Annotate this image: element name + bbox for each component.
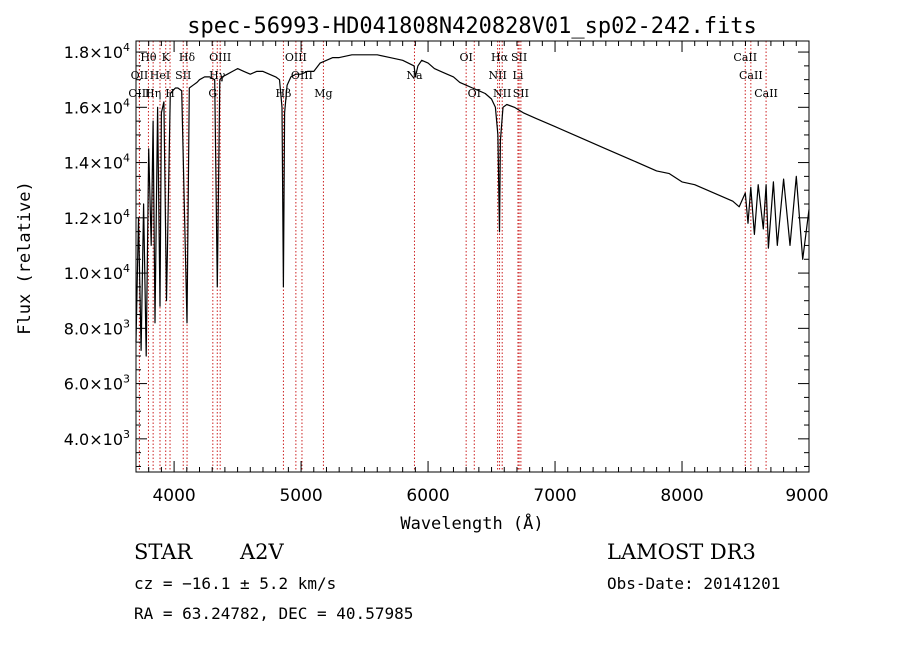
- line-label-4: HeI: [150, 69, 170, 82]
- y-tick-exponent: 4: [123, 262, 130, 275]
- line-label-24: SII: [513, 87, 529, 100]
- line-label-9: OIII: [209, 51, 231, 64]
- obs-date-text: Obs-Date: 20141201: [607, 574, 780, 593]
- y-tick-exponent: 4: [123, 41, 130, 54]
- line-label-14: OIII: [291, 69, 313, 82]
- x-tick-label: 5000: [279, 486, 322, 506]
- line-label-20: SII: [511, 51, 527, 64]
- y-tick-label: 8.0×103: [64, 317, 130, 338]
- line-label-10: Hγ: [209, 69, 226, 82]
- line-label-17: OI: [459, 51, 472, 64]
- y-tick-exponent: 3: [123, 317, 130, 330]
- y-tick-mantissa: 8.0×10: [64, 319, 123, 338]
- line-label-3: K: [162, 51, 171, 64]
- spectrum-line: [135, 54, 810, 357]
- line-label-19: Hα: [491, 51, 509, 64]
- line-label-27: CaII: [754, 87, 778, 100]
- y-tick-exponent: 3: [123, 428, 130, 441]
- x-tick-label: 8000: [660, 486, 703, 506]
- x-axis-label: Wavelength (Å): [400, 512, 543, 534]
- x-tick-label: 4000: [152, 486, 195, 506]
- y-tick-mantissa: 4.0×10: [64, 430, 123, 449]
- coordinates-text: RA = 63.24782, DEC = 40.57985: [134, 604, 413, 623]
- line-label-22: Li: [513, 69, 524, 82]
- y-tick-mantissa: 1.4×10: [64, 154, 123, 173]
- redshift-text: cz = −16.1 ± 5.2 km/s: [134, 574, 336, 593]
- object-type: STAR: [134, 540, 193, 564]
- line-label-15: Mg: [314, 87, 332, 100]
- line-label-1: OII: [131, 69, 149, 82]
- line-label-25: CaII: [733, 51, 757, 64]
- x-tick-label: 7000: [533, 486, 576, 506]
- spectral-line-markers: [138, 41, 767, 472]
- y-tick-label: 1.6×104: [64, 96, 130, 117]
- y-tick-label: 4.0×103: [64, 428, 130, 449]
- line-label-26: CaII: [739, 69, 763, 82]
- y-tick-exponent: 4: [123, 96, 130, 109]
- y-tick-exponent: 4: [123, 207, 130, 220]
- spectral-class: A2V: [239, 540, 285, 564]
- line-label-0: Hθ: [140, 51, 157, 64]
- plot-frame: [135, 40, 810, 473]
- line-label-6: Hδ: [179, 51, 196, 64]
- y-axis-label: Flux (relative): [15, 181, 35, 335]
- y-tick-label: 1.8×104: [64, 41, 130, 62]
- line-label-5: Hη: [145, 87, 161, 100]
- y-tick-label: 1.4×104: [64, 152, 130, 173]
- y-tick-label: 6.0×103: [64, 373, 130, 394]
- line-label-11: G: [208, 87, 217, 100]
- y-tick-label: 1.0×104: [64, 262, 130, 283]
- plot-axes: 4000 5000 6000 7000 8000 90004.0×1036.0×1038.…: [64, 40, 829, 506]
- line-label-7: SII: [175, 69, 191, 82]
- y-tick-mantissa: 1.8×10: [64, 43, 123, 62]
- y-tick-exponent: 4: [123, 152, 130, 165]
- line-label-21: NII: [488, 69, 506, 82]
- line-label-12: Hβ: [275, 87, 291, 100]
- y-tick-exponent: 3: [123, 373, 130, 386]
- y-tick-mantissa: 6.0×10: [64, 375, 123, 394]
- y-tick-label: 1.2×104: [64, 207, 130, 228]
- y-tick-mantissa: 1.2×10: [64, 209, 123, 228]
- survey-name: LAMOST DR3: [607, 540, 756, 564]
- x-tick-label: 9000: [785, 486, 828, 506]
- y-tick-mantissa: 1.6×10: [64, 98, 123, 117]
- line-label-13: OIII: [285, 51, 307, 64]
- chart-title: spec-56993-HD041808N420828V01_sp02-242.f…: [187, 14, 757, 39]
- line-label-23: NII: [493, 87, 511, 100]
- x-tick-label: 6000: [406, 486, 449, 506]
- spectrum-series: [135, 54, 810, 357]
- y-tick-mantissa: 1.0×10: [64, 264, 123, 283]
